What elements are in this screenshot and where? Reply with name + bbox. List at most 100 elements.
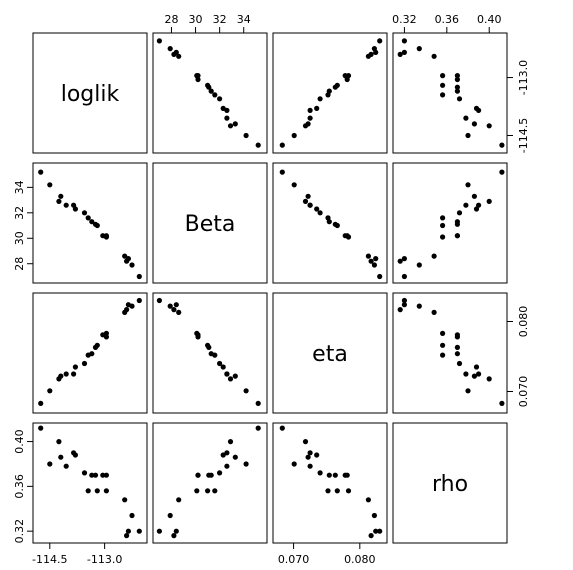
point-eta-vs-rho-9 [454,344,460,350]
point-loglik-vs-Beta-7 [195,76,201,83]
panel-frame [32,422,148,544]
point-Beta-vs-rho-7 [454,233,460,239]
point-loglik-vs-rho-7 [454,76,460,83]
tick-label: 0.40 [477,13,502,26]
point-eta-vs-Beta-3 [171,307,177,313]
panel-frame [272,162,388,284]
point-rho-vs-Beta-16 [232,454,238,460]
point-rho-vs-Beta-15 [224,463,230,469]
point-loglik-vs-rho-2 [401,49,407,56]
point-loglik-vs-Beta-16 [232,121,238,127]
point-loglik-vs-rho-10 [454,88,460,94]
tick-label: 0.32 [13,519,26,544]
diagonal-label-loglik: loglik [61,82,120,107]
point-eta-vs-rho-17 [486,376,492,382]
point-loglik-vs-Beta-12 [217,96,223,102]
point-eta-vs-Beta-19 [255,400,261,406]
point-Beta-vs-eta-16 [305,193,311,199]
point-rho-vs-loglik-8 [94,488,100,494]
point-eta-vs-loglik-14 [71,371,77,377]
point-rho-vs-eta-15 [307,463,313,469]
tick-label: 0.080 [344,553,376,566]
point-Beta-vs-loglik-15 [63,202,69,208]
point-rho-vs-Beta-12 [217,470,223,476]
point-rho-vs-Beta-14 [224,450,230,456]
point-rho-vs-eta-0 [377,528,383,534]
point-rho-vs-eta-8 [334,488,340,494]
matrix-panels: loglik Beta eta rho -114.5 -113.0 0.070 0.080 28… [13,13,530,566]
point-eta-vs-loglik-7 [100,332,106,338]
point-rho-vs-eta-13 [314,452,320,458]
point-rho-vs-eta-2 [373,528,379,534]
point-loglik-vs-rho-0 [401,38,407,44]
point-eta-vs-rho-19 [499,400,505,406]
point-loglik-vs-Beta-0 [156,38,162,44]
y-axis-right-eta: 0.070 0.080 [506,306,530,407]
point-rho-vs-eta-9 [332,472,338,478]
point-loglik-vs-rho-18 [465,132,471,139]
point-rho-vs-eta-17 [302,439,309,445]
point-rho-vs-eta-14 [307,450,313,456]
point-Beta-vs-rho-8 [440,222,446,229]
point-loglik-vs-rho-14 [476,107,482,113]
point-loglik-vs-Beta-6 [195,73,201,79]
point-rho-vs-loglik-16 [58,454,64,460]
point-loglik-vs-eta-4 [365,53,371,59]
point-eta-vs-Beta-9 [206,344,212,350]
point-Beta-vs-loglik-6 [103,233,109,239]
point-rho-vs-eta-5 [345,488,352,494]
point-eta-vs-rho-4 [431,309,437,315]
point-loglik-vs-Beta-15 [224,115,230,121]
point-eta-vs-rho-18 [465,388,471,394]
point-eta-vs-rho-15 [463,371,469,377]
point-rho-vs-Beta-18 [243,461,249,467]
point-Beta-vs-rho-3 [397,258,403,264]
panel-frame [32,292,148,414]
tick-label: -113.0 [87,553,122,566]
point-loglik-vs-rho-6 [454,73,460,79]
point-rho-vs-loglik-5 [103,488,109,494]
point-loglik-vs-rho-11 [440,92,446,98]
point-eta-vs-loglik-15 [63,371,69,377]
point-Beta-vs-rho-0 [401,273,407,280]
tick-label: 0.32 [392,13,417,26]
point-rho-vs-eta-12 [317,470,323,476]
point-loglik-vs-rho-15 [463,115,469,121]
point-Beta-vs-rho-13 [473,206,480,212]
point-loglik-vs-rho-16 [471,121,477,127]
point-eta-vs-rho-10 [454,351,460,357]
point-Beta-vs-loglik-3 [124,258,130,264]
point-eta-vs-Beta-11 [212,352,218,358]
panel-frame [152,422,268,544]
point-Beta-vs-loglik-12 [81,210,88,216]
point-loglik-vs-eta-15 [307,115,313,121]
point-rho-vs-Beta-4 [176,497,182,503]
point-rho-vs-Beta-17 [227,439,234,445]
point-loglik-vs-rho-17 [486,123,492,129]
point-rho-vs-eta-4 [365,497,371,503]
point-Beta-vs-loglik-10 [89,219,95,225]
point-eta-vs-rho-5 [440,330,446,336]
point-Beta-vs-eta-13 [314,206,320,212]
point-eta-vs-Beta-4 [176,309,182,315]
point-loglik-vs-Beta-4 [176,53,182,59]
point-rho-vs-eta-18 [291,461,297,467]
point-Beta-vs-rho-18 [465,182,471,188]
point-rho-vs-loglik-0 [136,528,142,534]
point-loglik-vs-eta-12 [317,96,323,102]
point-eta-vs-loglik-17 [56,376,62,382]
point-Beta-vs-rho-16 [471,193,477,199]
point-eta-vs-Beta-15 [224,371,230,377]
point-Beta-vs-loglik-17 [56,198,62,204]
point-eta-vs-Beta-12 [217,360,223,367]
point-Beta-vs-eta-9 [332,221,338,227]
point-eta-vs-loglik-12 [81,360,88,367]
point-loglik-vs-eta-9 [332,84,338,90]
point-loglik-vs-eta-0 [377,38,383,44]
point-loglik-vs-eta-18 [291,132,297,139]
panel-rho-rho: rho [392,422,508,544]
point-Beta-vs-loglik-4 [122,253,128,259]
point-loglik-vs-Beta-3 [171,51,177,58]
point-rho-vs-loglik-3 [124,533,130,539]
point-Beta-vs-rho-19 [499,169,505,175]
